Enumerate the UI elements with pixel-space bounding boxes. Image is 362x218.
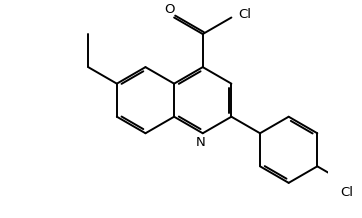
Text: Cl: Cl — [238, 8, 251, 21]
Text: N: N — [196, 136, 206, 149]
Text: Cl: Cl — [340, 186, 353, 199]
Text: O: O — [164, 3, 175, 16]
